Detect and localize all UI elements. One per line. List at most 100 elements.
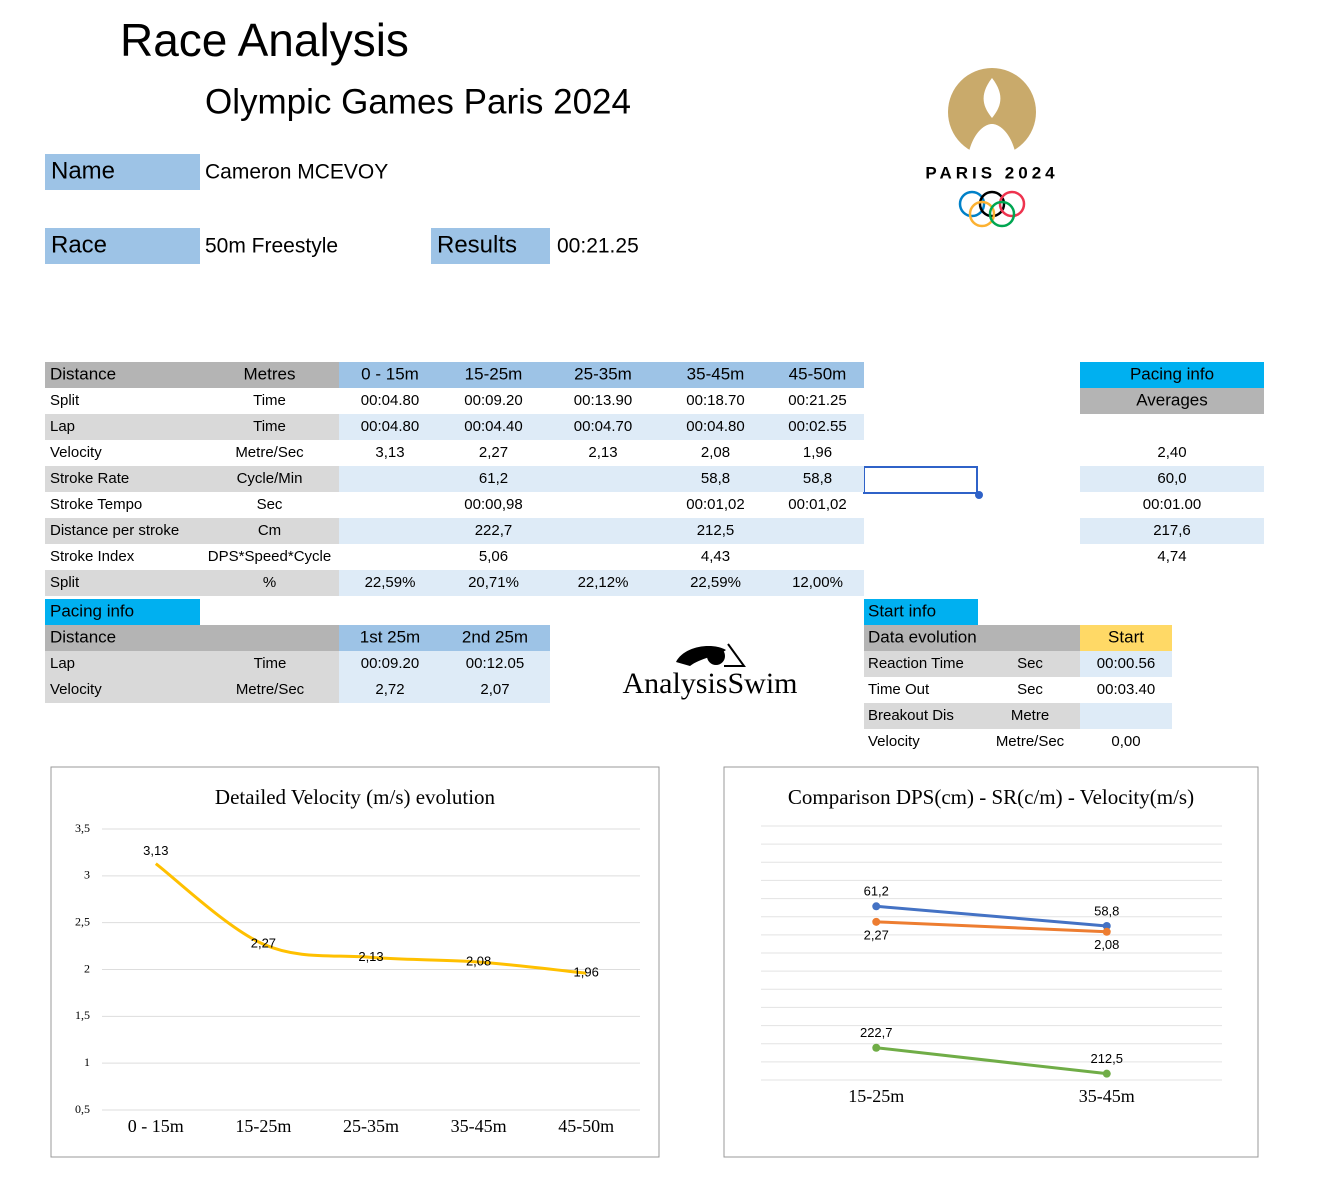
y-tick-label: 3 bbox=[84, 868, 90, 882]
cell-bg bbox=[45, 414, 339, 440]
cell-bg bbox=[45, 518, 339, 544]
data-label: 61,2 bbox=[864, 884, 889, 899]
cell-text: Time Out bbox=[868, 681, 930, 698]
cell-text: Stroke Tempo bbox=[50, 496, 142, 513]
cell-text: 60,0 bbox=[1157, 470, 1186, 487]
cell-text: 61,2 bbox=[479, 470, 508, 487]
x-tick-label: 15-25m bbox=[235, 1116, 291, 1136]
header-text: Metres bbox=[244, 364, 296, 383]
cell-text: 00:02.55 bbox=[788, 418, 846, 435]
cell-text: 22,59% bbox=[365, 574, 416, 591]
ring bbox=[968, 200, 996, 228]
cell-bg bbox=[864, 703, 1080, 729]
cell-text: Cycle/Min bbox=[237, 470, 303, 487]
cell-text: 222,7 bbox=[475, 522, 513, 539]
cell-bg bbox=[864, 651, 1080, 677]
header-text: Start info bbox=[868, 601, 936, 620]
cell-text: Split bbox=[50, 392, 80, 409]
cell-bg bbox=[1080, 388, 1264, 414]
cell-text: Reaction Time bbox=[868, 655, 964, 672]
y-tick-label: 2,5 bbox=[75, 914, 90, 928]
ring bbox=[988, 200, 1016, 228]
cell-bg bbox=[864, 625, 1080, 651]
data-label: 2,08 bbox=[466, 953, 491, 968]
header-text: Pacing info bbox=[50, 601, 134, 620]
header-text: 45-50m bbox=[789, 364, 847, 383]
label-box bbox=[45, 228, 200, 264]
point bbox=[1102, 1069, 1111, 1078]
cell-text: 00:04.80 bbox=[361, 392, 419, 409]
y-tick-label: 2 bbox=[84, 961, 90, 975]
chart-title: Detailed Velocity (m/s) evolution bbox=[215, 785, 496, 809]
point bbox=[872, 902, 881, 911]
cell-text: 58,8 bbox=[803, 470, 832, 487]
cell-text: Velocity bbox=[868, 733, 920, 750]
cell-text: 2,27 bbox=[479, 444, 508, 461]
x-tick-label: 15-25m bbox=[848, 1086, 904, 1106]
line bbox=[876, 904, 1107, 928]
header-text: 1st 25m bbox=[360, 627, 420, 646]
cell-text: % bbox=[263, 574, 276, 591]
brand: AnalysisSwim bbox=[622, 667, 797, 700]
name: Cameron MCEVOY bbox=[205, 161, 388, 184]
cell-text: 00:12.05 bbox=[466, 655, 524, 672]
cell-text: 00:21.25 bbox=[788, 392, 846, 409]
cell-text: Metre/Sec bbox=[235, 444, 304, 461]
cell-bg bbox=[45, 599, 200, 625]
cell-bg bbox=[1080, 625, 1172, 651]
results-label: Results bbox=[437, 231, 517, 258]
header-text: 15-25m bbox=[465, 364, 523, 383]
cell-text: 4,74 bbox=[1157, 548, 1186, 565]
cell-bg bbox=[339, 570, 864, 596]
cell-text: 2,07 bbox=[480, 681, 509, 698]
race-label: Race bbox=[51, 231, 107, 258]
cell-bg bbox=[45, 466, 339, 492]
cell-bg bbox=[339, 651, 550, 677]
cell-text: Stroke Rate bbox=[50, 470, 129, 487]
ring bbox=[998, 190, 1026, 218]
ring bbox=[978, 190, 1006, 218]
cell-text: Time bbox=[253, 418, 286, 435]
fill-handle[interactable] bbox=[975, 491, 983, 499]
cell-bg bbox=[1080, 518, 1264, 544]
cell-text: 00:04.40 bbox=[464, 418, 522, 435]
title: Race Analysis bbox=[120, 14, 409, 66]
cell-text: 00:01,02 bbox=[686, 496, 744, 513]
chart-title: Comparison DPS(cm) - SR(c/m) - Velocity(… bbox=[788, 785, 1194, 809]
cell-text: 58,8 bbox=[701, 470, 730, 487]
point bbox=[872, 1043, 881, 1052]
cell-text: 1,96 bbox=[803, 444, 832, 461]
cell-bg bbox=[45, 570, 339, 596]
cell-text: Metre/Sec bbox=[996, 733, 1065, 750]
data-label: 2,08 bbox=[1094, 937, 1119, 952]
cell-text: 22,12% bbox=[578, 574, 629, 591]
logo-text: PARIS 2024 bbox=[925, 163, 1058, 182]
data-label: 3,13 bbox=[143, 843, 168, 858]
chart-frame bbox=[50, 766, 660, 1158]
cell-text: Time bbox=[254, 655, 287, 672]
cell-text: 2,40 bbox=[1157, 444, 1186, 461]
cell-bg bbox=[45, 362, 339, 388]
cell-text: 0,00 bbox=[1111, 733, 1140, 750]
data-label: 222,7 bbox=[860, 1025, 893, 1040]
header-text: Averages bbox=[1136, 390, 1208, 409]
header-text: Data evolution bbox=[868, 627, 977, 646]
cell-bg bbox=[339, 518, 864, 544]
y-tick-label: 1 bbox=[84, 1055, 90, 1069]
cell-text: Metre bbox=[1011, 707, 1049, 724]
cell-text: Sec bbox=[257, 496, 283, 513]
cell-bg bbox=[339, 625, 550, 651]
cell-text: Lap bbox=[50, 655, 75, 672]
cell-text: Lap bbox=[50, 418, 75, 435]
cell-text: 00:09.20 bbox=[464, 392, 522, 409]
brand-logo: AnalysisSwim bbox=[622, 643, 798, 700]
cell-text: 217,6 bbox=[1153, 522, 1191, 539]
chart-frame bbox=[723, 766, 1259, 1158]
cell-text: 212,5 bbox=[697, 522, 735, 539]
cell-text: 2,08 bbox=[701, 444, 730, 461]
data-label: 1,96 bbox=[574, 965, 599, 980]
cell-text: Velocity bbox=[50, 681, 102, 698]
cell-bg bbox=[339, 677, 550, 703]
